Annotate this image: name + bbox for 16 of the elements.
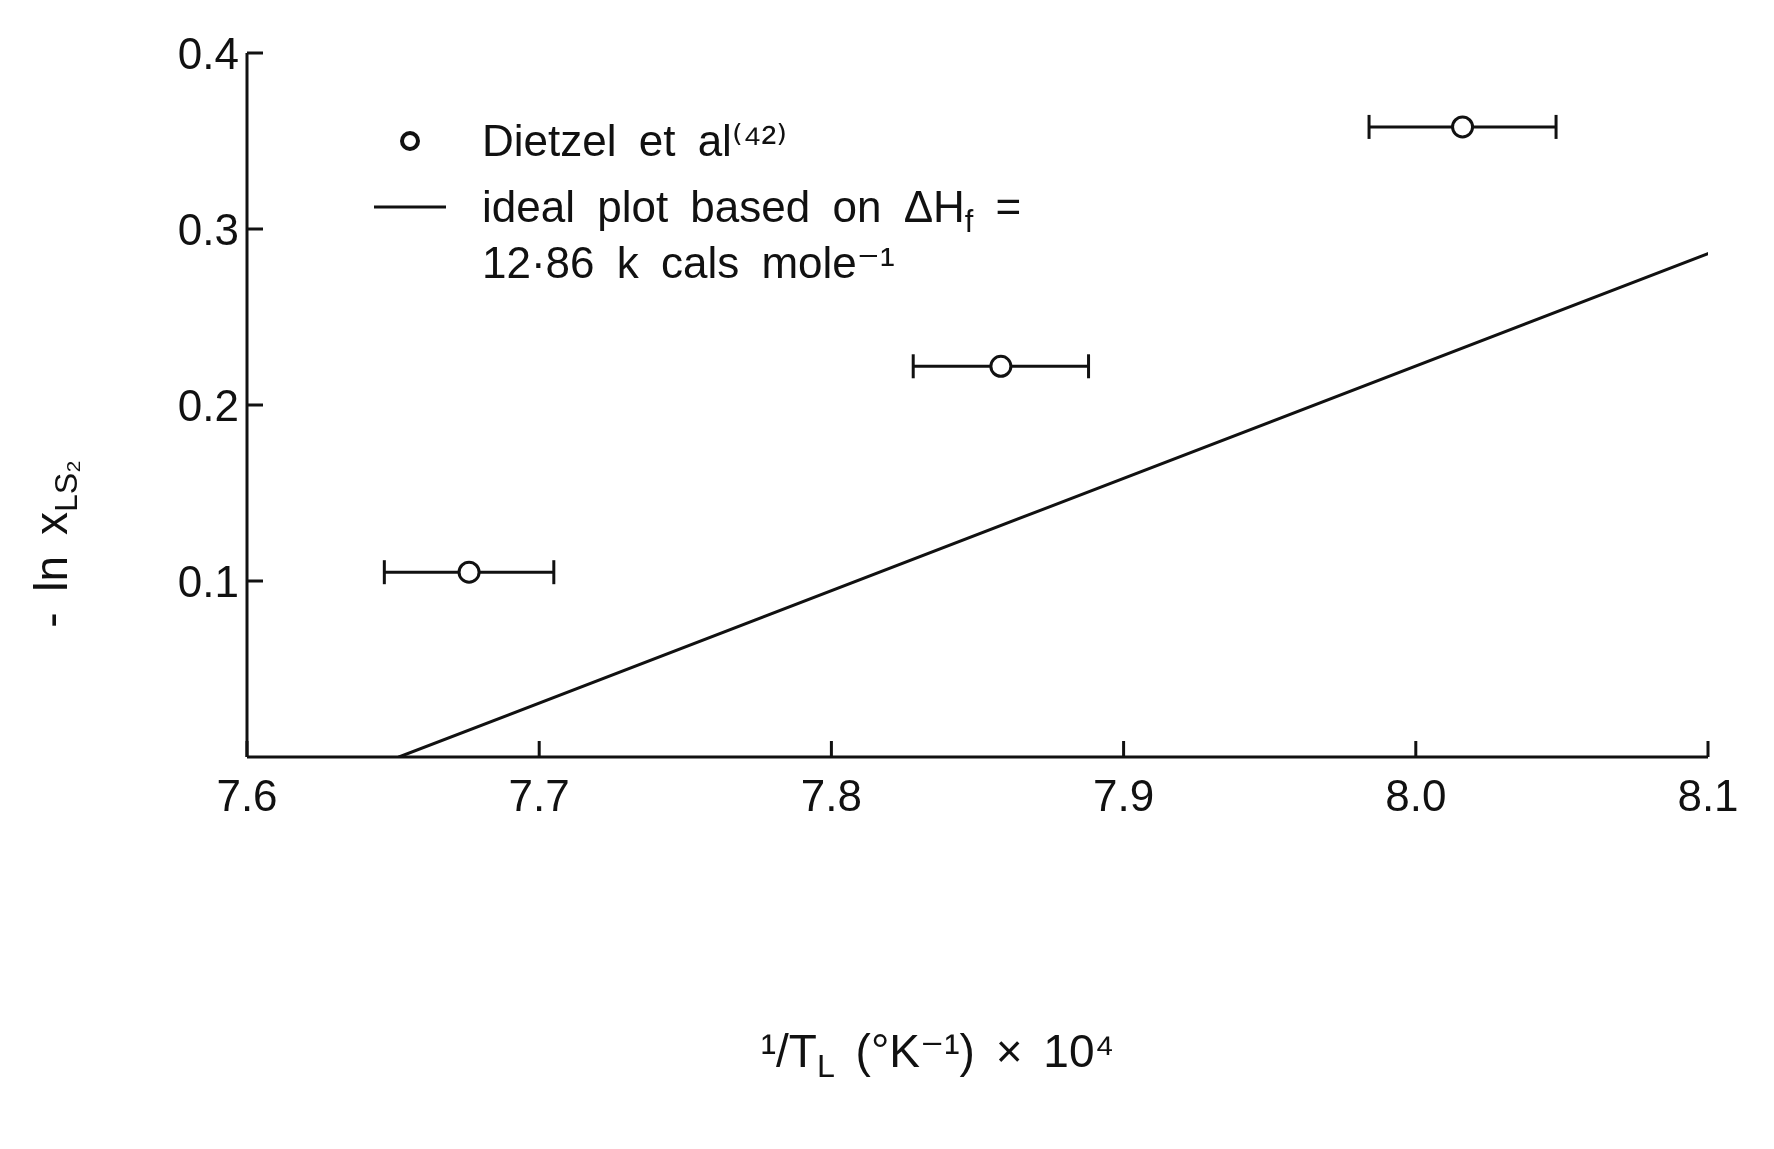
- legend-label: Dietzel et al⁽⁴²⁾: [482, 115, 788, 167]
- x-tick-label: 7.8: [800, 770, 862, 820]
- x-tick-label: 7.7: [508, 770, 570, 820]
- y-tick-label: 0.4: [177, 28, 239, 78]
- x-tick-label: 7.9: [1093, 770, 1155, 820]
- point: [457, 560, 481, 584]
- text: ideal plot based on ΔH$_{f}$ = 12·86 k cals mole⁻¹: [482, 182, 1022, 287]
- y-tick-label: 0.2: [177, 380, 239, 430]
- x-tick-label: 7.6: [216, 770, 278, 820]
- point: [1451, 115, 1475, 139]
- x-tick-label: 8.0: [1385, 770, 1447, 820]
- x-axis-title: ¹/T$_{L}$ (°K⁻¹) × 10⁴: [760, 1024, 1115, 1085]
- x-tick-label: 8.1: [1677, 770, 1739, 820]
- point: [989, 354, 1013, 378]
- y-tick-label: 0.1: [177, 556, 239, 606]
- y-tick-label: 0.3: [177, 204, 239, 254]
